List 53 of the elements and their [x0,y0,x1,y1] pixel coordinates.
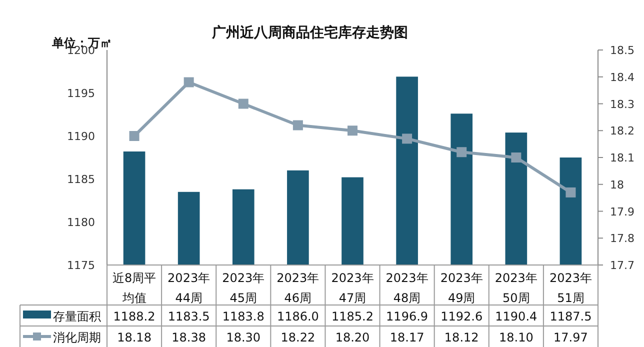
data-label: 1183.5 [168,310,210,324]
x-tick-label: 2023年51周 [549,271,592,305]
x-tick-label: 近8周平均值 [112,271,156,305]
x-tick-label: 2023年45周 [222,271,265,305]
x-tick-label: 2023年48周 [386,271,428,305]
point [238,98,248,109]
data-label: 1186.0 [276,310,319,324]
data-label: 17.97 [554,330,588,344]
y2-tick-label: 18.5 [610,44,634,57]
point [348,126,358,136]
point [402,134,412,144]
y2-tick-label: 17.7 [610,259,634,272]
point [566,187,576,198]
point [184,77,194,88]
x-tick-label: 2023年50周 [494,271,538,305]
y2-tick-label: 18.3 [610,98,634,111]
x-tick-label: 2023年44周 [168,271,210,305]
y-tick-label: 1195 [67,87,95,100]
y-tick-label: 1180 [67,216,95,229]
data-label: 1187.5 [550,310,592,324]
data-label: 1196.9 [386,310,428,324]
y2-tick-label: 18 [610,178,624,192]
y-tick-label: 1185 [67,173,95,186]
data-label: 18.10 [498,330,534,344]
y2-tick-label: 18.4 [610,70,634,84]
data-label: 18.38 [172,330,206,344]
data-label: 1192.6 [440,310,483,324]
point [129,131,140,141]
point [511,152,522,162]
legend-label: 存量面积 [53,310,101,324]
data-label: 18.22 [280,330,316,344]
y2-tick-label: 18.2 [610,124,634,138]
x-tick-label: 2023年46周 [276,271,320,305]
point [292,120,303,130]
y2-tick-label: 17.8 [610,232,634,246]
legend-label: 消化周期 [53,330,101,344]
y-tick-label: 1190 [67,130,95,143]
y-tick-label: 1175 [67,259,95,272]
data-label: 18.18 [117,330,152,344]
data-label: 18.12 [444,330,479,344]
x-tick-label: 2023年49周 [440,271,483,305]
y2-tick-label: 17.9 [610,205,634,218]
point [456,147,467,158]
y2-tick-label: 18.1 [610,152,634,164]
data-label: 1183.8 [222,310,264,324]
data-label: 1190.4 [495,310,538,324]
data-label: 18.17 [390,330,424,344]
data-label: 18.20 [335,330,370,344]
data-label: 18.30 [226,330,261,344]
data-label: 1185.2 [332,310,374,324]
data-label: 1188.2 [113,310,156,324]
chart-title: 广州近八周商品住宅库存走势图 [211,24,408,41]
x-tick-label: 2023年47周 [331,271,374,305]
